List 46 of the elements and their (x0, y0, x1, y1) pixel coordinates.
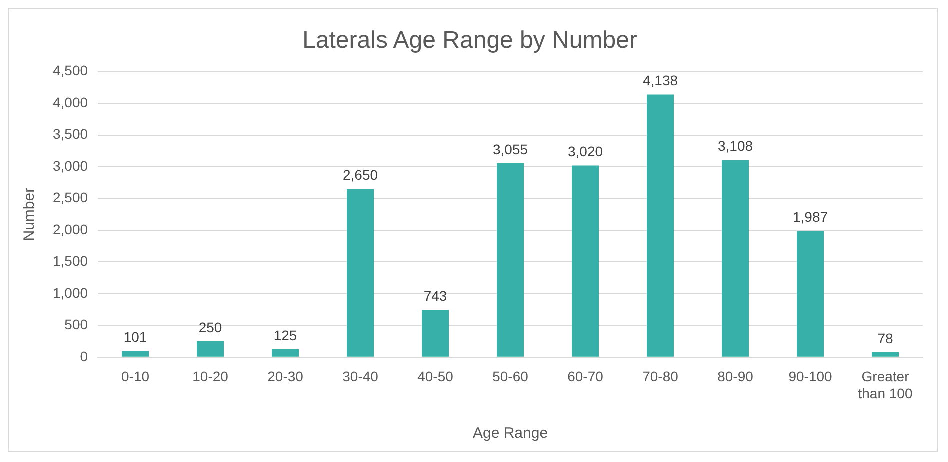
x-tick-label: Greater than 100 (858, 368, 913, 402)
data-label: 250 (198, 319, 222, 336)
bar (722, 160, 750, 357)
data-label: 4,138 (642, 72, 678, 89)
bar (347, 189, 374, 357)
data-label: 3,108 (718, 138, 754, 154)
data-label: 3,020 (568, 144, 604, 160)
y-tick-label: 3,000 (52, 158, 88, 174)
bar (497, 164, 524, 357)
bar (197, 342, 224, 357)
x-tick-label: 70-80 (642, 368, 679, 385)
data-label: 743 (424, 288, 448, 304)
data-label: 3,055 (492, 141, 528, 158)
bar (872, 352, 899, 357)
y-tick-label: 4,000 (52, 94, 88, 110)
data-label: 1,987 (792, 209, 828, 226)
y-tick-label: 2,000 (52, 221, 88, 238)
y-tick-label: 1,500 (52, 253, 88, 270)
y-tick-label: 4,500 (52, 62, 88, 79)
y-tick-label: 2,500 (52, 190, 88, 206)
data-label: 125 (274, 327, 298, 344)
data-label: 78 (878, 330, 894, 346)
x-tick-label: 40-50 (418, 368, 454, 385)
bar (122, 350, 150, 357)
x-tick-label: 0-10 (122, 368, 150, 385)
x-tick-label: 50-60 (492, 368, 529, 385)
y-tick-label: 500 (64, 316, 88, 333)
bar (422, 310, 450, 357)
bar (272, 349, 300, 357)
data-label: 2,650 (343, 167, 378, 184)
y-tick-label: 1,000 (52, 284, 88, 301)
y-tick-label: 3,500 (52, 126, 88, 142)
bar (797, 231, 824, 357)
x-tick-label: 20-30 (268, 368, 304, 385)
bar (647, 94, 674, 357)
x-tick-label: 30-40 (342, 368, 379, 385)
x-tick-label: 10-20 (192, 368, 229, 385)
x-tick-label: 80-90 (718, 368, 754, 385)
x-tick-label: 90-100 (788, 368, 833, 385)
x-axis-title: Age Range (472, 425, 548, 442)
chart-title: Laterals Age Range by Number (302, 27, 638, 54)
y-tick-label: 0 (80, 348, 88, 364)
y-axis-title: Number (21, 188, 38, 242)
bar (572, 166, 600, 357)
x-tick-label: 60-70 (568, 368, 604, 385)
data-label: 101 (124, 328, 148, 345)
